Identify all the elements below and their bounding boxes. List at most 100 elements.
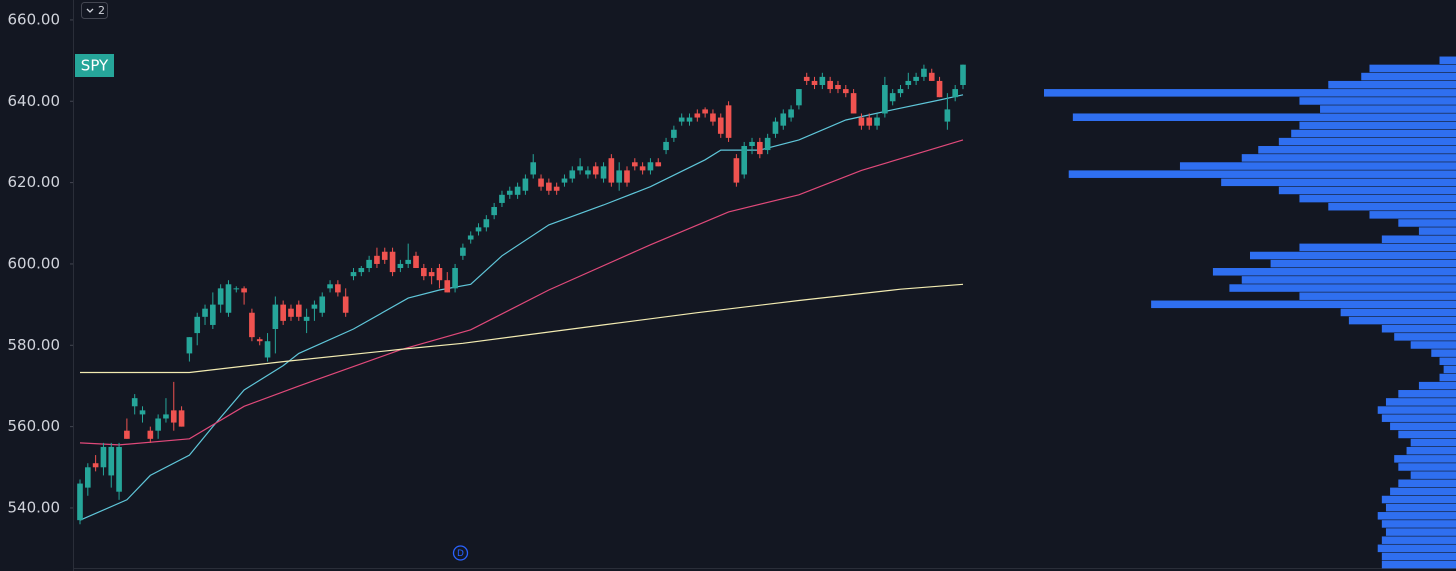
- candle-body: [405, 259, 412, 264]
- candle-body: [467, 235, 474, 240]
- candle-body: [897, 89, 904, 94]
- candle-body: [882, 84, 888, 114]
- profile-bar: [1291, 129, 1456, 138]
- candle-body: [835, 84, 841, 90]
- y-tick-label: 560.00: [8, 417, 61, 435]
- panes-button[interactable]: 2: [81, 2, 108, 19]
- candle-body: [608, 158, 615, 183]
- candle-body: [772, 121, 779, 134]
- candle-body: [202, 308, 208, 317]
- candle-body: [139, 410, 146, 415]
- profile-bar: [1299, 243, 1456, 252]
- candle-body: [397, 263, 404, 269]
- candle-body: [131, 398, 138, 407]
- candle-body: [671, 129, 677, 138]
- profile-bar: [1381, 414, 1456, 422]
- candle-body: [624, 170, 630, 183]
- candle-body: [186, 337, 193, 354]
- profile-bar: [1381, 560, 1456, 569]
- profile-bar: [1439, 357, 1456, 366]
- profile-bar: [1385, 398, 1456, 406]
- candle-body: [124, 430, 130, 439]
- candle-body: [694, 113, 701, 118]
- candle-body: [874, 117, 880, 126]
- candle-body: [342, 296, 349, 313]
- candle-body: [546, 182, 552, 191]
- candle-body: [217, 288, 224, 305]
- profile-bar: [1398, 463, 1456, 471]
- candle-body: [796, 89, 802, 106]
- candle-body: [389, 251, 396, 273]
- profile-bar: [1270, 259, 1456, 268]
- candle-body: [210, 304, 216, 325]
- profile-bar: [1212, 268, 1456, 276]
- candles: [77, 64, 966, 525]
- profile-bar: [1377, 544, 1456, 553]
- candle-body: [256, 339, 263, 342]
- candle-body: [585, 170, 591, 175]
- candle-body: [702, 109, 708, 114]
- candle-body: [678, 117, 685, 122]
- candle-body: [803, 76, 810, 81]
- y-tick-label: 600.00: [8, 254, 61, 272]
- symbol-label: SPY: [81, 57, 109, 75]
- candle-body: [241, 288, 247, 293]
- candle-body: [686, 117, 693, 122]
- candle-body: [842, 89, 849, 94]
- candle-body: [913, 76, 919, 81]
- profile-bar: [1381, 235, 1456, 244]
- event-marker[interactable]: D: [452, 545, 469, 561]
- profile-bar: [1385, 528, 1456, 536]
- candle-body: [272, 304, 279, 330]
- candle-body: [92, 463, 99, 468]
- candle-body: [233, 288, 240, 290]
- candle-body: [741, 146, 748, 175]
- profile-bar: [1328, 202, 1456, 211]
- y-tick-label: 540.00: [8, 498, 61, 516]
- profile-bar: [1348, 316, 1456, 325]
- candle-body: [335, 284, 341, 293]
- profile-bar: [1398, 390, 1456, 398]
- profile-bar: [1431, 349, 1456, 357]
- candle-body: [944, 109, 951, 122]
- profile-bar: [1385, 503, 1456, 512]
- price-axis: 660.00 640.00 620.00 600.00 580.00 560.00 540.…: [8, 10, 73, 516]
- candle-body: [749, 141, 755, 147]
- profile-bar: [1241, 276, 1456, 284]
- candle-body: [116, 446, 122, 492]
- profile-bar: [1377, 512, 1456, 520]
- candle-body: [639, 166, 646, 171]
- candle-body: [905, 80, 912, 85]
- moving-average: [80, 283, 964, 374]
- candle-body: [811, 80, 818, 85]
- candle-body: [819, 76, 826, 85]
- profile-bar: [1068, 170, 1456, 178]
- candle-body: [225, 284, 232, 313]
- candle-body: [264, 341, 271, 358]
- moving-averages: [79, 94, 964, 521]
- profile-bar: [1241, 154, 1456, 162]
- candle-body: [381, 251, 388, 260]
- profile-bar: [1381, 520, 1456, 528]
- candle-body: [436, 268, 443, 281]
- profile-bar: [1361, 72, 1456, 81]
- candle-body: [460, 247, 466, 256]
- candle-body: [827, 80, 833, 90]
- event-label: D: [457, 549, 464, 559]
- symbol-badge: [75, 54, 114, 77]
- panes-count: 2: [98, 4, 105, 17]
- profile-bar: [1381, 495, 1456, 504]
- candle-body: [288, 308, 294, 317]
- profile-bar: [1381, 536, 1456, 544]
- profile-bar: [1340, 308, 1456, 317]
- candle-body: [428, 272, 435, 277]
- candle-body: [788, 109, 794, 118]
- profile-bar: [1377, 406, 1456, 414]
- candle-body: [444, 280, 451, 293]
- y-tick-label: 660.00: [8, 10, 61, 28]
- candle-body: [178, 410, 185, 427]
- candle-body: [311, 304, 318, 309]
- candle-body: [77, 483, 83, 521]
- candle-body: [514, 186, 521, 195]
- profile-bar: [1398, 430, 1456, 439]
